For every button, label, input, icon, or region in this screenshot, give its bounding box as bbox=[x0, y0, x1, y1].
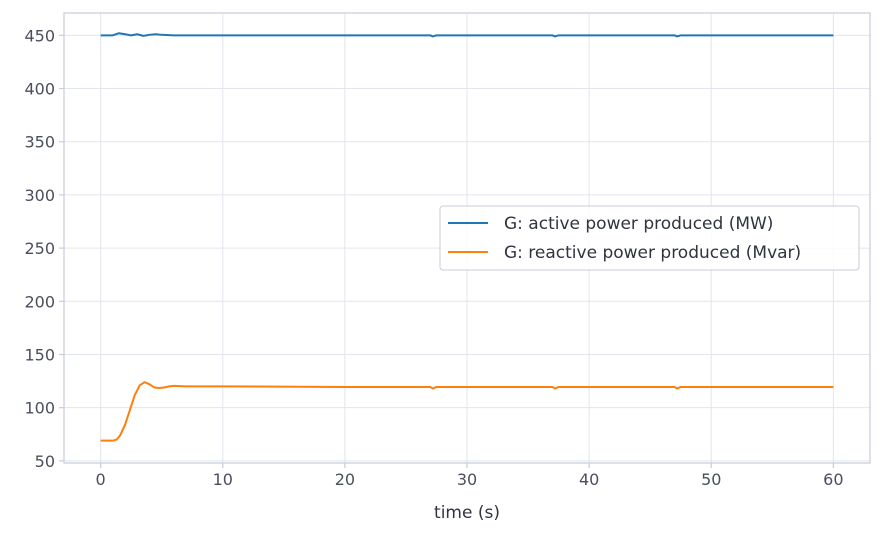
y-tick-label: 400 bbox=[24, 80, 55, 99]
y-tick-label: 150 bbox=[24, 345, 55, 364]
x-tick-label: 50 bbox=[701, 470, 721, 489]
y-tick-label: 200 bbox=[24, 292, 55, 311]
x-axis-label: time (s) bbox=[434, 503, 500, 523]
y-tick-label: 250 bbox=[24, 239, 55, 258]
legend-label-2: G: reactive power produced (Mvar) bbox=[504, 243, 801, 263]
legend: G: active power produced (MW) G: reactive… bbox=[439, 205, 860, 271]
series-line-2 bbox=[100, 381, 834, 442]
x-tick-label: 20 bbox=[335, 470, 355, 489]
y-tick-label: 450 bbox=[24, 26, 55, 45]
y-tick-label: 350 bbox=[24, 133, 55, 152]
legend-box bbox=[439, 205, 860, 271]
axis-ticks: 0 10 20 30 40 50 60 50 100 150 200 250 300 350 400 450 bbox=[24, 26, 843, 489]
x-tick-label: 0 bbox=[96, 470, 106, 489]
y-tick-label: 50 bbox=[35, 452, 55, 471]
series-line-1 bbox=[100, 32, 834, 38]
y-tick-label: 300 bbox=[24, 186, 55, 205]
x-tick-label: 60 bbox=[823, 470, 843, 489]
y-tick-label: 100 bbox=[24, 399, 55, 418]
x-tick-label: 30 bbox=[457, 470, 477, 489]
x-tick-label: 10 bbox=[213, 470, 233, 489]
x-tick-label: 40 bbox=[579, 470, 599, 489]
legend-label-1: G: active power produced (MW) bbox=[504, 214, 773, 234]
series-lines bbox=[100, 32, 834, 442]
